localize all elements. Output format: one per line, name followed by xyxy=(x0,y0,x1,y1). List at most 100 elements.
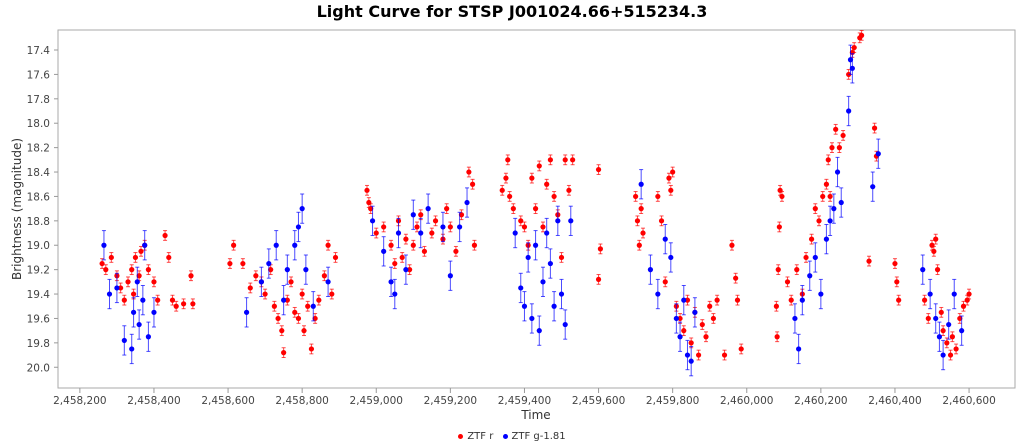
data-point xyxy=(432,218,439,224)
data-point xyxy=(896,297,902,303)
data-point xyxy=(776,224,782,230)
data-point xyxy=(395,230,402,236)
data-point xyxy=(130,309,137,315)
data-point xyxy=(414,224,420,230)
data-point xyxy=(775,267,781,273)
data-point xyxy=(142,242,148,248)
data-point xyxy=(151,309,157,315)
data-point xyxy=(505,157,511,163)
data-point xyxy=(292,309,298,315)
data-point xyxy=(162,232,168,239)
data-point xyxy=(668,254,674,261)
y-tick-label: 18.0 xyxy=(27,118,50,130)
data-point xyxy=(562,157,568,163)
data-point xyxy=(547,260,553,267)
data-point xyxy=(681,297,687,303)
data-point xyxy=(677,334,683,340)
data-point xyxy=(130,291,137,297)
data-point xyxy=(114,285,120,291)
data-point xyxy=(453,248,459,254)
data-point xyxy=(803,254,809,261)
red-dot-icon xyxy=(458,434,464,439)
data-point xyxy=(447,224,453,230)
data-point xyxy=(471,242,478,248)
data-point xyxy=(279,328,285,334)
data-point xyxy=(636,242,642,248)
data-point xyxy=(421,248,428,254)
data-point xyxy=(266,260,272,267)
data-point xyxy=(292,242,298,248)
data-point xyxy=(373,230,379,236)
data-point xyxy=(666,175,672,181)
data-point xyxy=(734,297,741,303)
data-point xyxy=(823,236,830,242)
data-point xyxy=(169,297,176,303)
data-point xyxy=(933,315,939,322)
data-point xyxy=(827,218,833,224)
data-point xyxy=(940,328,946,334)
data-point xyxy=(816,218,822,224)
data-point xyxy=(733,275,739,281)
data-point xyxy=(823,181,830,187)
data-point xyxy=(469,181,476,187)
data-point xyxy=(321,273,327,279)
data-point xyxy=(707,303,713,309)
data-point xyxy=(325,242,331,248)
data-point xyxy=(166,254,172,261)
data-point xyxy=(369,218,376,224)
data-point xyxy=(927,291,933,297)
x-tick-label: 2,459,000 xyxy=(350,395,403,407)
chart-title: Light Curve for STSP J001024.66+515234.3 xyxy=(316,2,708,21)
data-point xyxy=(866,258,872,264)
data-point xyxy=(547,157,553,163)
data-point xyxy=(662,279,668,285)
data-point xyxy=(295,315,302,322)
data-point xyxy=(136,273,142,279)
y-tick-label: 17.6 xyxy=(27,69,51,81)
data-point xyxy=(399,254,405,261)
x-tick-label: 2,460,000 xyxy=(720,395,773,407)
data-point xyxy=(262,291,268,297)
data-point xyxy=(381,248,387,254)
data-point xyxy=(180,301,187,307)
legend-label: ZTF g-1.81 xyxy=(511,431,566,442)
data-point xyxy=(518,218,524,224)
y-tick-label: 19.6 xyxy=(27,313,51,325)
data-point xyxy=(410,242,416,248)
data-point xyxy=(936,334,943,340)
data-point xyxy=(597,246,604,252)
data-point xyxy=(392,291,398,297)
data-point xyxy=(655,291,661,297)
data-point xyxy=(774,334,780,340)
data-point xyxy=(662,236,668,242)
data-point xyxy=(688,358,694,364)
data-point xyxy=(688,340,694,346)
data-point xyxy=(525,254,531,261)
data-point xyxy=(145,334,152,340)
data-point xyxy=(633,193,639,200)
data-point xyxy=(812,254,818,261)
x-tick-label: 2,460,200 xyxy=(794,395,847,407)
data-point xyxy=(808,236,815,242)
data-point xyxy=(938,309,944,315)
x-tick-label: 2,460,400 xyxy=(868,395,921,407)
data-point xyxy=(440,224,446,230)
data-point xyxy=(946,321,952,328)
data-point xyxy=(540,224,546,230)
data-point xyxy=(699,321,705,328)
x-tick-label: 2,458,600 xyxy=(201,395,254,407)
data-point xyxy=(243,309,250,315)
data-point xyxy=(145,267,152,273)
data-point xyxy=(799,297,805,303)
data-point xyxy=(849,65,855,71)
data-point xyxy=(429,230,435,236)
data-point xyxy=(268,267,274,273)
data-point xyxy=(940,352,946,358)
data-point xyxy=(457,224,463,230)
data-point xyxy=(295,224,302,230)
data-point xyxy=(464,199,470,206)
data-point xyxy=(658,218,665,224)
data-point xyxy=(503,175,509,181)
data-point xyxy=(794,267,800,273)
